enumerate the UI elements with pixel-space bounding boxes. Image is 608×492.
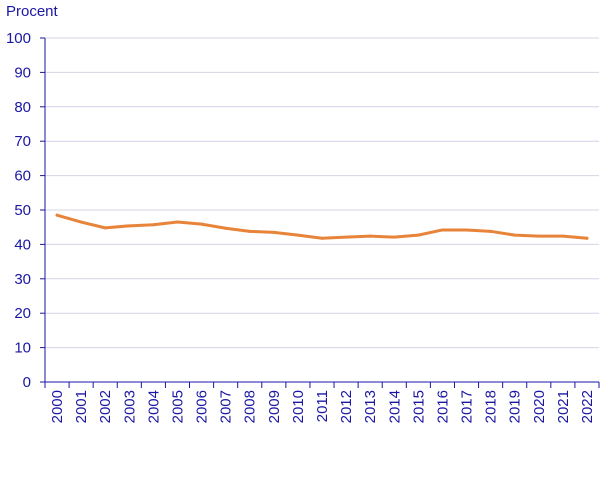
x-tick-label-2018: 2018: [483, 390, 500, 423]
data-point-2017: [465, 228, 469, 232]
x-tick-label-2015: 2015: [410, 390, 427, 423]
x-tick-label-2009: 2009: [266, 390, 283, 423]
x-tick-label-2012: 2012: [338, 390, 355, 423]
y-tick-label-10: 10: [14, 340, 31, 357]
data-point-2013: [368, 234, 372, 238]
data-point-2000: [55, 213, 59, 217]
data-point-2005: [175, 220, 179, 224]
x-tick-label-2022: 2022: [579, 390, 596, 423]
data-point-2014: [392, 235, 396, 239]
data-point-2002: [103, 226, 107, 230]
x-tick-label-2000: 2000: [49, 390, 66, 423]
x-tick-label-2019: 2019: [507, 390, 524, 423]
data-point-2021: [561, 234, 565, 238]
data-point-2016: [440, 228, 444, 232]
x-tick-label-2001: 2001: [73, 390, 90, 423]
x-tick-label-2006: 2006: [194, 390, 211, 423]
y-tick-label-30: 30: [14, 271, 31, 288]
y-axis-title: Procent: [6, 3, 58, 20]
data-point-2019: [513, 233, 517, 237]
x-tick-label-2014: 2014: [386, 390, 403, 423]
y-tick-label-0: 0: [23, 374, 31, 391]
x-tick-label-2020: 2020: [531, 390, 548, 423]
data-point-2015: [416, 233, 420, 237]
x-tick-label-2002: 2002: [97, 390, 114, 423]
data-point-2003: [127, 224, 131, 228]
x-tick-label-2016: 2016: [434, 390, 451, 423]
series-line-0: [55, 213, 589, 240]
data-point-2010: [296, 233, 300, 237]
data-point-2012: [344, 235, 348, 239]
x-tick-label-2021: 2021: [555, 390, 572, 423]
x-tick-label-2004: 2004: [145, 390, 162, 423]
y-tick-label-80: 80: [14, 99, 31, 116]
data-point-2018: [489, 229, 493, 233]
x-tick-label-2008: 2008: [242, 390, 259, 423]
data-point-2004: [151, 223, 155, 227]
y-tick-label-70: 70: [14, 133, 31, 150]
x-tick-label-2010: 2010: [290, 390, 307, 423]
data-point-2008: [248, 229, 252, 233]
x-tick-label-2003: 2003: [121, 390, 138, 423]
data-point-2011: [320, 236, 324, 240]
x-tick-label-2013: 2013: [362, 390, 379, 423]
x-tick-label-2011: 2011: [314, 390, 331, 422]
y-tick-label-90: 90: [14, 64, 31, 81]
y-tick-label-60: 60: [14, 168, 31, 185]
data-point-2022: [585, 236, 589, 240]
x-tick-label-2017: 2017: [459, 390, 476, 423]
y-tick-label-100: 100: [6, 30, 31, 47]
y-tick-label-40: 40: [14, 236, 31, 253]
x-tick-label-2005: 2005: [169, 390, 186, 423]
data-point-2009: [272, 230, 276, 234]
data-point-2001: [79, 220, 83, 224]
data-point-2007: [224, 226, 228, 230]
data-point-2006: [200, 222, 204, 226]
data-point-2020: [537, 234, 541, 238]
y-tick-label-50: 50: [14, 202, 31, 219]
y-tick-label-20: 20: [14, 305, 31, 322]
x-tick-label-2007: 2007: [218, 390, 235, 423]
